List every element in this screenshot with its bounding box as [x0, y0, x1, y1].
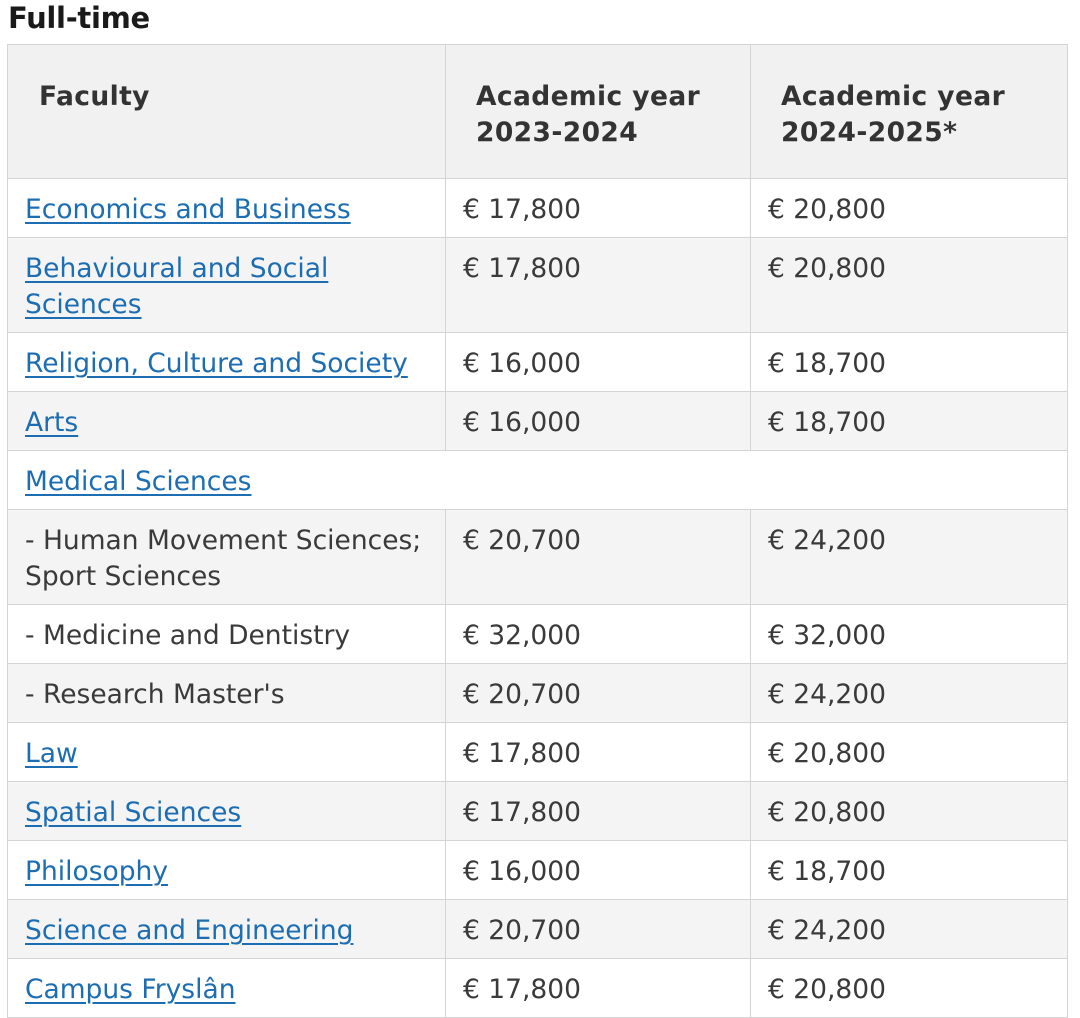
fee-2023-2024-cell: € 32,000: [445, 604, 751, 664]
fee-2023-2024-cell: € 17,800: [445, 237, 751, 333]
faculty-link[interactable]: Medical Sciences: [25, 466, 252, 497]
table-row: Economics and Business € 17,800 € 20,800: [7, 178, 1068, 238]
fee-2024-2025-cell: € 20,800: [750, 781, 1068, 841]
faculty-cell: Economics and Business: [7, 178, 446, 238]
faculty-link[interactable]: Campus Fryslân: [25, 974, 236, 1005]
faculty-cell: Campus Fryslân: [7, 958, 446, 1018]
table-row: Religion, Culture and Society € 16,000 € 1…: [7, 332, 1068, 392]
fee-2024-2025-cell: € 32,000: [750, 604, 1068, 664]
fee-2024-2025-cell: € 24,200: [750, 663, 1068, 723]
table-row: - Human Movement Sciences; Sport Science…: [7, 509, 1068, 605]
fee-2023-2024-cell: € 20,700: [445, 663, 751, 723]
faculty-link[interactable]: Spatial Sciences: [25, 797, 242, 828]
fee-2024-2025-cell: € 18,700: [750, 840, 1068, 900]
fee-2024-2025-cell: € 20,800: [750, 178, 1068, 238]
faculty-link[interactable]: Philosophy: [25, 856, 169, 887]
fee-2023-2024-cell: € 17,800: [445, 178, 751, 238]
faculty-cell: - Human Movement Sciences; Sport Science…: [7, 509, 446, 605]
faculty-link[interactable]: Religion, Culture and Society: [25, 348, 408, 379]
table-row: Philosophy € 16,000 € 18,700: [7, 840, 1068, 900]
faculty-link[interactable]: Economics and Business: [25, 194, 351, 225]
fee-2024-2025-cell: € 24,200: [750, 509, 1068, 605]
table-row: Law € 17,800 € 20,800: [7, 722, 1068, 782]
fee-2023-2024-cell: € 17,800: [445, 958, 751, 1018]
section-title: Full-time: [8, 1, 150, 35]
fee-2024-2025-cell: € 20,800: [750, 722, 1068, 782]
faculty-cell: Science and Engineering: [7, 899, 446, 959]
faculty-label: - Medicine and Dentistry: [25, 620, 351, 651]
faculty-cell: Behavioural and Social Sciences: [7, 237, 446, 333]
faculty-link[interactable]: Science and Engineering: [25, 915, 354, 946]
faculty-cell: Law: [7, 722, 446, 782]
table-row: Medical Sciences: [7, 450, 1068, 510]
fee-2024-2025-cell: € 20,800: [750, 237, 1068, 333]
fee-2023-2024-cell: € 16,000: [445, 391, 751, 451]
faculty-link[interactable]: Arts: [25, 407, 79, 438]
table-row: - Research Master's € 20,700 € 24,200: [7, 663, 1068, 723]
table-header: Faculty Academic year 2023-2024 Academic…: [7, 44, 1068, 179]
table-row: Campus Fryslân € 17,800 € 20,800: [7, 958, 1068, 1018]
faculty-cell: Religion, Culture and Society: [7, 332, 446, 392]
faculty-cell: Spatial Sciences: [7, 781, 446, 841]
fee-2024-2025-cell: € 20,800: [750, 958, 1068, 1018]
table-row: Spatial Sciences € 17,800 € 20,800: [7, 781, 1068, 841]
faculty-link[interactable]: Behavioural and Social Sciences: [25, 253, 329, 320]
faculty-cell: - Research Master's: [7, 663, 446, 723]
fee-2023-2024-cell: € 20,700: [445, 509, 751, 605]
column-header-year-2024-2025: Academic year 2024-2025*: [750, 44, 1068, 179]
table-row: - Medicine and Dentistry € 32,000 € 32,000: [7, 604, 1068, 664]
table-row: Behavioural and Social Sciences € 17,800 €…: [7, 237, 1068, 333]
fee-2023-2024-cell: € 17,800: [445, 722, 751, 782]
fee-2024-2025-cell: € 24,200: [750, 899, 1068, 959]
fee-2024-2025-cell: € 18,700: [750, 332, 1068, 392]
tuition-fees-table: Faculty Academic year 2023-2024 Academic…: [7, 44, 1068, 1018]
table-row: Science and Engineering € 20,700 € 24,200: [7, 899, 1068, 959]
table-row: Arts € 16,000 € 18,700: [7, 391, 1068, 451]
faculty-cell: - Medicine and Dentistry: [7, 604, 446, 664]
column-header-faculty: Faculty: [7, 44, 446, 179]
faculty-link[interactable]: Law: [25, 738, 78, 769]
faculty-cell: Philosophy: [7, 840, 446, 900]
table-header-row: Faculty Academic year 2023-2024 Academic…: [7, 44, 1068, 179]
fee-2023-2024-cell: € 16,000: [445, 332, 751, 392]
fee-2024-2025-cell: € 18,700: [750, 391, 1068, 451]
faculty-label: - Human Movement Sciences; Sport Science…: [25, 525, 422, 592]
fee-2023-2024-cell: € 16,000: [445, 840, 751, 900]
faculty-label: - Research Master's: [25, 679, 285, 710]
faculty-cell: Medical Sciences: [7, 450, 1068, 510]
fee-2023-2024-cell: € 17,800: [445, 781, 751, 841]
fee-2023-2024-cell: € 20,700: [445, 899, 751, 959]
column-header-year-2023-2024: Academic year 2023-2024: [445, 44, 751, 179]
table-body: Economics and Business € 17,800 € 20,800 Be…: [7, 178, 1068, 1018]
faculty-cell: Arts: [7, 391, 446, 451]
